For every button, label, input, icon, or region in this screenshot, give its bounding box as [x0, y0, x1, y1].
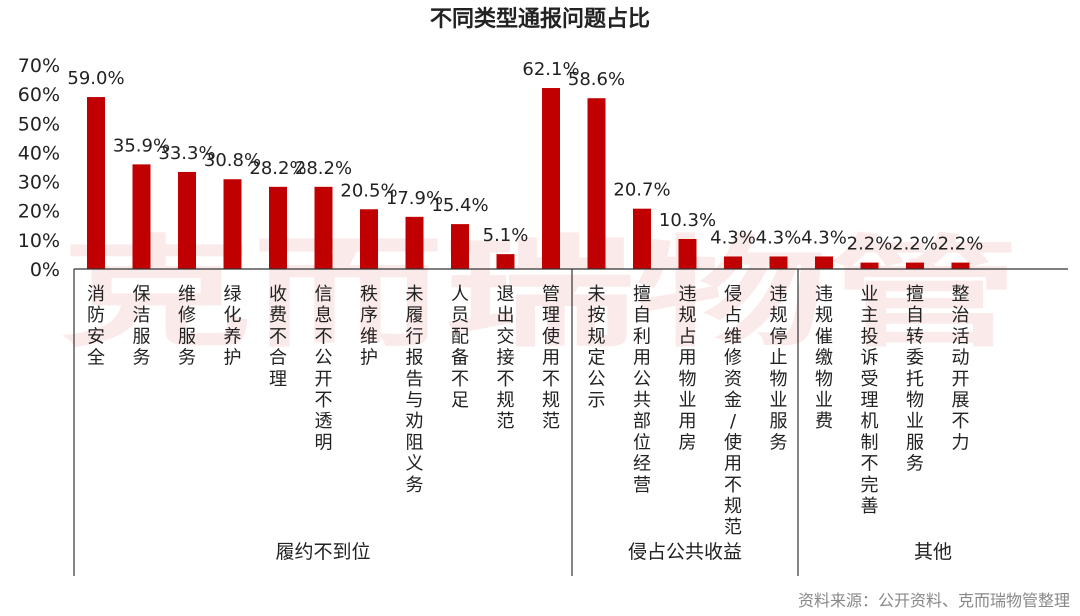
- category-label: 擅自转委托物业服务: [906, 284, 924, 475]
- category-label: 未履行报告与劝阻义务: [406, 284, 424, 496]
- category-label: 违规停止物业服务: [770, 284, 788, 453]
- bar: [405, 216, 424, 269]
- category-label: 维修服务: [178, 284, 196, 369]
- y-axis: 0% 10% 20% 30% 40% 50% 60% 70%: [18, 55, 60, 281]
- category-label: 消防安全: [87, 284, 105, 369]
- bar: [132, 164, 151, 269]
- group-label: 侵占公共收益: [628, 541, 742, 563]
- bar: [451, 224, 469, 269]
- category-label: 保洁服务: [133, 284, 151, 369]
- bar: [496, 254, 515, 269]
- data-label: 17.9%: [386, 188, 443, 209]
- y-tick-label: 30%: [18, 172, 60, 194]
- bar: [542, 88, 560, 269]
- category-label: 信息不公开不透明: [315, 284, 333, 453]
- category-label: 未按规定公示: [588, 284, 606, 411]
- data-label: 58.6%: [568, 69, 625, 90]
- y-tick-label: 60%: [18, 84, 60, 106]
- y-tick-label: 10%: [18, 230, 60, 252]
- y-tick-label: 40%: [18, 142, 60, 164]
- data-label: 4.3%: [756, 227, 802, 248]
- bar: [951, 262, 970, 269]
- bar: [360, 209, 378, 269]
- bar: [314, 186, 333, 269]
- bar: [633, 208, 651, 269]
- bar: [269, 186, 287, 269]
- category-label: 业主投诉受理机制不完善: [861, 284, 879, 517]
- category-label: 绿化养护: [224, 284, 242, 369]
- chart-title: 不同类型通报问题占比: [430, 7, 650, 32]
- data-label: 62.1%: [522, 59, 579, 80]
- source-note: 资料来源：公开资料、克而瑞物管整理: [798, 591, 1070, 610]
- bar: [678, 238, 697, 269]
- data-label: 28.2%: [295, 158, 352, 179]
- data-label: 59.0%: [67, 68, 124, 89]
- watermark-text: 克而瑞物管: [60, 225, 1020, 364]
- group-label: 其他: [914, 541, 952, 563]
- bar: [815, 256, 833, 269]
- y-tick-label: 0%: [30, 259, 60, 281]
- category-groups: 履约不到位 侵占公共收益 其他: [73, 268, 1068, 576]
- y-tick-label: 70%: [18, 55, 60, 77]
- data-label: 20.7%: [613, 180, 670, 201]
- category-label: 退出交接不规范: [497, 284, 515, 432]
- category-label: 人员配备不足: [451, 284, 469, 411]
- category-label: 收费不合理: [269, 284, 287, 390]
- category-label: 整治活动开展不力: [952, 284, 970, 453]
- data-label: 33.3%: [158, 143, 215, 164]
- data-label: 30.8%: [204, 150, 261, 171]
- data-label: 10.3%: [659, 210, 716, 231]
- y-tick-label: 50%: [18, 113, 60, 135]
- group-label: 履约不到位: [275, 541, 370, 563]
- y-tick-label: 20%: [18, 201, 60, 223]
- category-label: 擅自利用公共部位经营: [633, 284, 651, 496]
- bar: [860, 262, 879, 269]
- bar: [906, 262, 924, 269]
- data-labels: 59.0%35.9%33.3%30.8%28.2%28.2%20.5%17.9%…: [67, 59, 983, 255]
- data-label: 28.2%: [249, 158, 306, 179]
- data-label: 5.1%: [483, 225, 529, 246]
- data-label: 2.2%: [938, 234, 984, 255]
- bar: [178, 171, 196, 269]
- data-label: 15.4%: [431, 195, 488, 216]
- bar: [587, 98, 606, 269]
- bar: [769, 256, 788, 269]
- bar: [87, 97, 105, 269]
- data-label: 2.2%: [847, 234, 893, 255]
- category-label: 违规占用物业用房: [679, 284, 697, 453]
- category-label: 侵占维修资金/使用不规范: [724, 284, 742, 538]
- data-label: 35.9%: [113, 135, 170, 156]
- data-label: 2.2%: [892, 234, 938, 255]
- category-labels: 消防安全 保洁服务 维修服务 绿化养护 收费不合理 信息不公开不透明 秩序维护 未履行报告与劝…: [87, 284, 970, 538]
- data-label: 20.5%: [340, 180, 397, 201]
- bar: [724, 256, 742, 269]
- category-label: 管理使用不规范: [542, 284, 560, 432]
- bar: [223, 179, 242, 269]
- data-label: 4.3%: [801, 227, 847, 248]
- data-label: 4.3%: [710, 227, 756, 248]
- category-label: 违规催缴物业费: [815, 284, 833, 432]
- bars: [87, 88, 970, 269]
- category-label: 秩序维护: [360, 284, 378, 369]
